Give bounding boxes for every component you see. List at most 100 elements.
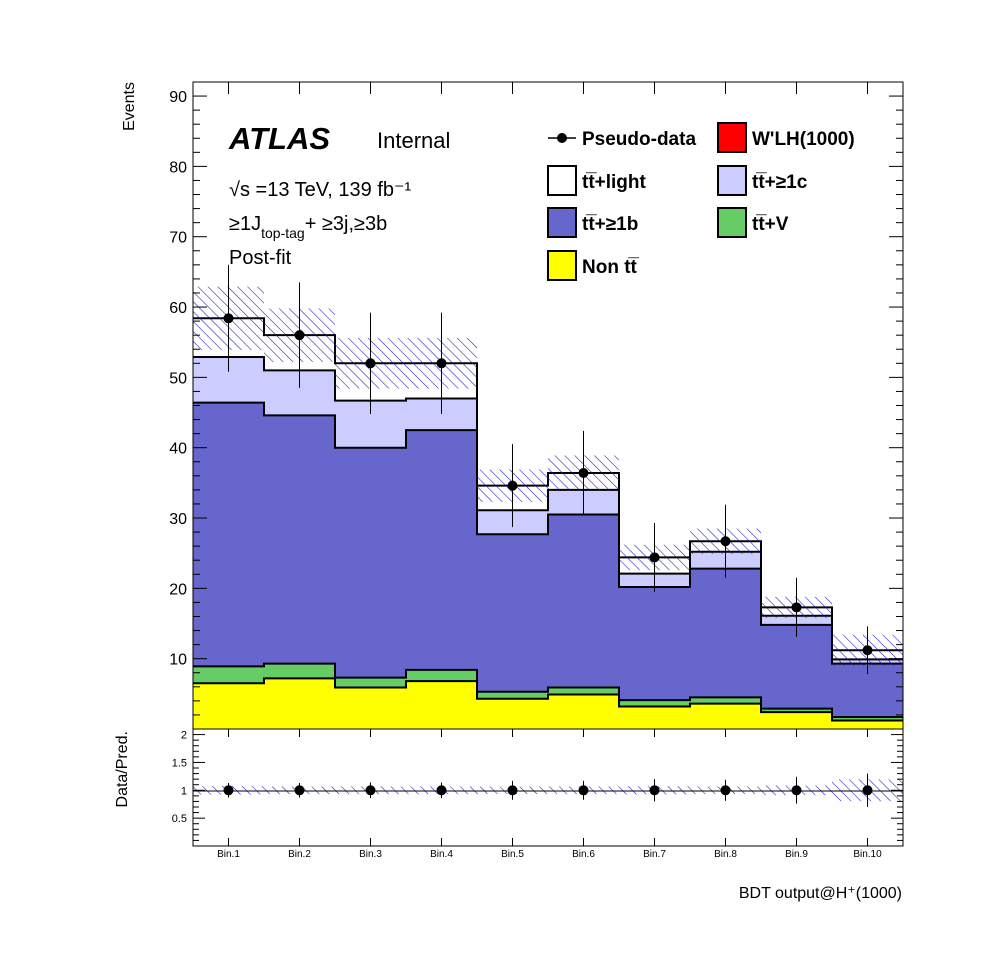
bar-tt-1b-7 — [619, 586, 690, 701]
ratio-point-6 — [578, 785, 589, 796]
y-tick-label: 50 — [169, 370, 187, 387]
y-tick-label: 60 — [169, 300, 187, 317]
legend-label-non-tt: Non tt̅ — [582, 257, 640, 278]
bar-tt-1b-5 — [477, 534, 548, 692]
ratio-point-5 — [507, 785, 518, 796]
legend-swatch-non-tt — [547, 250, 577, 281]
ratio-point-2 — [294, 785, 305, 796]
ratio-axis-ticks: 0.5 1 1.5 2 — [172, 729, 903, 846]
bar-tt-1b-1 — [193, 402, 264, 667]
main-axis-ticks: 10 20 30 40 50 60 70 80 90 — [169, 82, 903, 716]
legend-label-tt-v: tt̅+V — [752, 214, 789, 235]
ratio-point-8 — [720, 785, 731, 796]
data-point-7 — [649, 552, 660, 563]
legend-data-marker — [557, 133, 567, 143]
data-point-8 — [720, 536, 731, 547]
ratio-points — [223, 773, 873, 807]
data-point-9 — [791, 602, 802, 613]
ratio-y-tick-label: 0.5 — [172, 813, 187, 825]
status-label: Internal — [377, 128, 450, 153]
bar-non-tt-4 — [406, 681, 477, 729]
bin-label-2: Bin.2 — [288, 849, 311, 860]
bin-label-10: Bin.10 — [853, 849, 882, 860]
legend: Pseudo-data W'LH(1000) tt̅+light tt̅+≥1c tt̅… — [547, 122, 855, 281]
bar-tt-1b-9 — [761, 624, 832, 709]
bar-non-tt-1 — [193, 683, 264, 729]
bin-label-6: Bin.6 — [572, 849, 595, 860]
bar-tt-v-4 — [406, 669, 477, 682]
bin-label-1: Bin.1 — [217, 849, 240, 860]
ratio-y-tick-label: 2 — [181, 730, 187, 742]
y-tick-label: 90 — [169, 89, 187, 106]
y-tick-label: 30 — [169, 511, 187, 528]
legend-label: Pseudo-data — [582, 129, 696, 150]
legend-swatch-w-lh-1000 — [717, 122, 747, 153]
data-point-4 — [436, 358, 447, 369]
bar-non-tt-3 — [335, 687, 406, 729]
bar-tt-v-5 — [477, 691, 548, 699]
ratio-point-3 — [365, 785, 376, 796]
bar-non-tt-10 — [832, 720, 903, 729]
ratio-y-tick-label: 1.5 — [172, 757, 187, 769]
bar-tt-1b-3 — [335, 447, 406, 678]
legend-label-tt-1b: tt̅+≥1b — [582, 214, 638, 235]
data-point-6 — [578, 468, 589, 479]
bar-tt-v-2 — [264, 663, 335, 679]
data-point-2 — [294, 330, 305, 341]
bin-label-3: Bin.3 — [359, 849, 382, 860]
bar-tt-v-8 — [690, 697, 761, 704]
bin-label-9: Bin.9 — [785, 849, 808, 860]
energy-label: √s =13 TeV, 139 fb⁻¹ — [229, 179, 412, 201]
ratio-point-9 — [791, 785, 802, 796]
bar-non-tt-2 — [264, 678, 335, 729]
legend-label-w-lh-1000: W'LH(1000) — [752, 129, 855, 150]
stacked-bars — [193, 318, 903, 729]
bar-tt-1b-2 — [264, 415, 335, 664]
y-tick-label: 10 — [169, 652, 187, 669]
ratio-y-tick-label: 1 — [181, 785, 187, 797]
region-label: ≥1Jtop-tag+ ≥3j,≥3b — [229, 213, 387, 241]
x-axis-title: BDT output@H⁺(1000) — [739, 885, 902, 902]
y-tick-label: 20 — [169, 581, 187, 598]
bar-non-tt-7 — [619, 706, 690, 729]
bin-label-5: Bin.5 — [501, 849, 524, 860]
bar-tt-v-9 — [761, 708, 832, 713]
data-point-3 — [365, 358, 376, 369]
atlas-label: ATLAS — [228, 121, 330, 156]
bin-label-4: Bin.4 — [430, 849, 453, 860]
bar-tt-v-6 — [548, 687, 619, 695]
ratio-point-10 — [862, 785, 873, 796]
y-axis-title: Events — [121, 82, 138, 131]
legend-swatch-tt-1b — [547, 207, 577, 238]
fit-label: Post-fit — [229, 247, 292, 269]
y-tick-label: 80 — [169, 159, 187, 176]
outline-non-tt — [193, 677, 903, 722]
ratio-point-4 — [436, 785, 447, 796]
data-point-10 — [862, 645, 873, 656]
ratio-point-1 — [223, 785, 234, 796]
bar-tt-v-10 — [832, 717, 903, 721]
legend-swatch-tt-1c — [717, 165, 747, 196]
bar-non-tt-9 — [761, 712, 832, 729]
ratio-y-axis-title: Data/Pred. — [114, 731, 131, 807]
outline-tt-v — [193, 662, 903, 719]
data-point-1 — [223, 313, 234, 324]
bin-label-8: Bin.8 — [714, 849, 737, 860]
y-tick-label: 70 — [169, 230, 187, 247]
legend-label-tt-1c: tt̅+≥1c — [752, 172, 808, 193]
ratio-point-7 — [649, 785, 660, 796]
legend-label-tt-light: tt̅+light — [582, 172, 647, 193]
bin-labels: Bin.1 Bin.2 Bin.3 Bin.4 Bin.5 Bin.6 Bin.7 Bin.8… — [217, 849, 882, 860]
bin-label-7: Bin.7 — [643, 849, 666, 860]
legend-swatch-tt-v — [717, 207, 747, 238]
bar-tt-v-3 — [335, 677, 406, 688]
y-tick-label: 40 — [169, 441, 187, 458]
bar-tt-1b-4 — [406, 430, 477, 670]
bar-tt-1b-8 — [690, 568, 761, 698]
bar-tt-v-7 — [619, 700, 690, 707]
bar-tt-v-1 — [193, 666, 264, 684]
pseudo-data-points — [223, 264, 873, 675]
bar-non-tt-5 — [477, 698, 548, 729]
bar-tt-1b-6 — [548, 514, 619, 688]
